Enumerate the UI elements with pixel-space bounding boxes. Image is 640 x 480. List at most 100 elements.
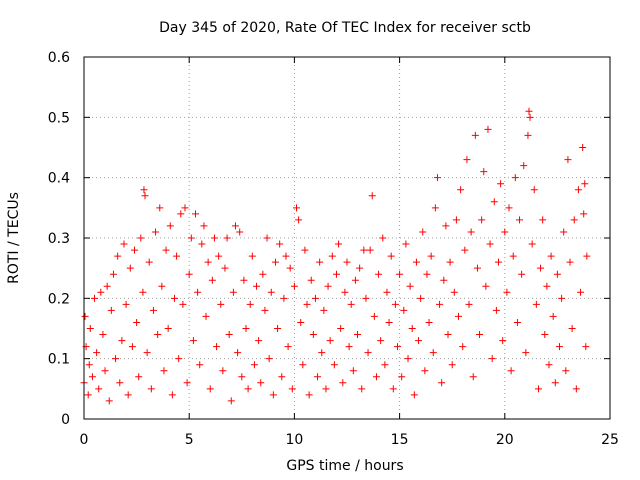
data-point [236,228,244,236]
data-point [505,204,513,212]
data-point [200,222,208,230]
y-tick-label: 0 [61,412,70,428]
data-point [274,325,282,332]
data-point [356,264,364,272]
data-point [160,367,168,375]
data-point [574,186,582,194]
x-tick-label: 5 [185,432,194,448]
data-point [269,391,277,399]
data-point [261,306,269,314]
data-point [402,240,410,248]
y-tick-label: 0.1 [48,352,70,368]
data-point [177,210,185,218]
data-point [553,270,561,278]
data-point [370,312,378,320]
data-point [271,258,279,266]
data-point [354,331,362,339]
data-point [560,228,568,236]
data-point [168,391,176,399]
data-point [85,361,93,369]
y-tick-label: 0.4 [48,171,70,187]
data-point [404,355,412,363]
data-point [476,331,484,339]
data-point [107,306,115,314]
data-point [284,343,292,351]
data-point [130,246,138,254]
data-point [375,270,383,278]
data-point [469,373,477,381]
data-point [282,252,290,260]
data-point [246,300,254,308]
data-point [204,258,212,266]
y-tick-label: 0.2 [48,291,70,307]
data-point [187,234,195,242]
data-point [301,246,309,254]
data-point [534,385,542,393]
data-point [368,192,376,200]
data-point [337,325,345,332]
data-point [99,331,107,339]
data-point [175,355,183,363]
data-point [181,204,189,212]
y-tick-label: 0.5 [48,110,70,126]
data-point [81,312,89,320]
data-point [320,306,328,314]
data-point [328,252,336,260]
data-point [492,306,500,314]
data-point [128,343,136,351]
data-point [539,216,547,224]
data-point [137,234,145,242]
data-point [240,276,248,284]
data-point [290,282,298,290]
data-point [234,349,242,357]
data-point [530,186,538,194]
data-point [318,349,326,357]
data-point [339,379,347,387]
data-point [185,270,193,278]
data-point [105,397,113,405]
data-point [341,288,349,296]
data-point [309,331,317,339]
data-point [372,373,380,381]
data-point [579,144,587,151]
data-point [408,325,416,332]
data-point [562,367,570,375]
data-point [429,349,437,357]
data-point [164,325,172,332]
data-point [566,258,574,266]
data-point [276,240,284,248]
data-point [444,331,452,339]
data-point [520,162,528,170]
data-point [583,252,591,260]
data-point [465,300,473,308]
data-point [351,276,359,284]
data-point [97,288,105,296]
data-point [213,343,221,351]
data-point [511,174,519,182]
data-point [522,349,530,357]
data-point [503,288,511,296]
data-point [543,282,551,290]
data-point [219,367,227,375]
data-point [417,294,425,302]
data-point [412,258,420,266]
data-point [421,367,429,375]
data-point [299,361,307,369]
data-point [423,270,431,278]
data-point [490,198,498,206]
data-point [486,240,494,248]
data-point [311,294,319,302]
data-point [326,337,334,345]
data-point [263,234,271,242]
data-point [581,180,589,188]
tick-labels: 0 5 10 15 20 25 0 0.1 0.2 0.3 0.4 0.5 0.6 [48,50,619,448]
data-point [265,355,273,363]
data-point [480,168,488,176]
data-point [143,349,151,357]
data-point [229,288,237,296]
data-point [484,125,492,133]
x-tick-label: 20 [496,432,514,448]
data-point [255,337,263,345]
data-point [322,385,330,393]
data-point [152,228,160,236]
